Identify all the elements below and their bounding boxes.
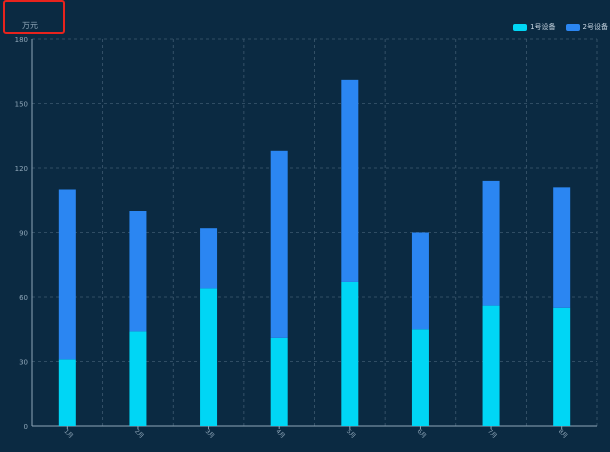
- x-tick-label: 6月: [416, 428, 428, 440]
- x-tick-label: 4月: [274, 428, 286, 440]
- legend-swatch-series-2: [565, 23, 580, 31]
- y-tick-label: 30: [19, 359, 28, 367]
- y-tick-labels: 0 30 60 90 120 150 180: [15, 36, 28, 431]
- axes: [31, 39, 597, 429]
- legend-label-series-1: 1号设备: [530, 23, 556, 31]
- y-tick-label: 60: [19, 294, 28, 302]
- x-tick-labels: 1月 2月 3月 4月 5月 6月 7月 8月: [62, 428, 568, 440]
- y-tick-label: 90: [19, 230, 28, 238]
- x-tick-label: 8月: [557, 428, 569, 440]
- bar-series-1-6: [411, 329, 429, 426]
- legend-item-series-1[interactable]: 1号设备: [513, 22, 556, 32]
- bar-series-1-8: [553, 307, 571, 426]
- x-tick-label: 2月: [133, 428, 145, 440]
- bar-series-2-5: [341, 79, 359, 282]
- x-tick-label: 3月: [204, 428, 216, 440]
- legend-item-series-2[interactable]: 2号设备: [565, 22, 608, 32]
- x-tick-label: 7月: [486, 428, 498, 440]
- bar-series-1-4: [270, 337, 288, 426]
- y-tick-label: 150: [15, 101, 28, 109]
- x-tick-label: 5月: [345, 428, 357, 440]
- x-tick-label: 1月: [62, 428, 74, 440]
- bar-series-1-1: [58, 359, 76, 426]
- bar-series-2-7: [482, 180, 500, 306]
- y-axis-unit-label: 万元: [22, 21, 38, 30]
- bar-series-2-1: [58, 189, 76, 360]
- bar-series-2-6: [411, 232, 429, 330]
- bar-series-1-3: [200, 288, 218, 426]
- grid-lines: [32, 38, 598, 426]
- legend-label-series-2: 2号设备: [582, 23, 608, 31]
- highlight-box: [3, 0, 65, 34]
- y-tick-label: 180: [15, 36, 28, 44]
- bar-series-2-8: [553, 187, 571, 308]
- bar-series-2-4: [270, 150, 288, 338]
- bar-series-1-5: [341, 281, 359, 426]
- y-tick-label: 120: [15, 165, 28, 173]
- legend-swatch-series-1: [513, 23, 528, 31]
- bar-series-1-2: [129, 331, 147, 426]
- y-tick-label: 0: [24, 423, 28, 431]
- legend: 1号设备 2号设备: [513, 22, 608, 32]
- bars: [58, 79, 571, 426]
- bar-series-2-2: [129, 211, 147, 332]
- bar-series-1-7: [482, 305, 500, 426]
- bar-series-2-3: [200, 228, 218, 289]
